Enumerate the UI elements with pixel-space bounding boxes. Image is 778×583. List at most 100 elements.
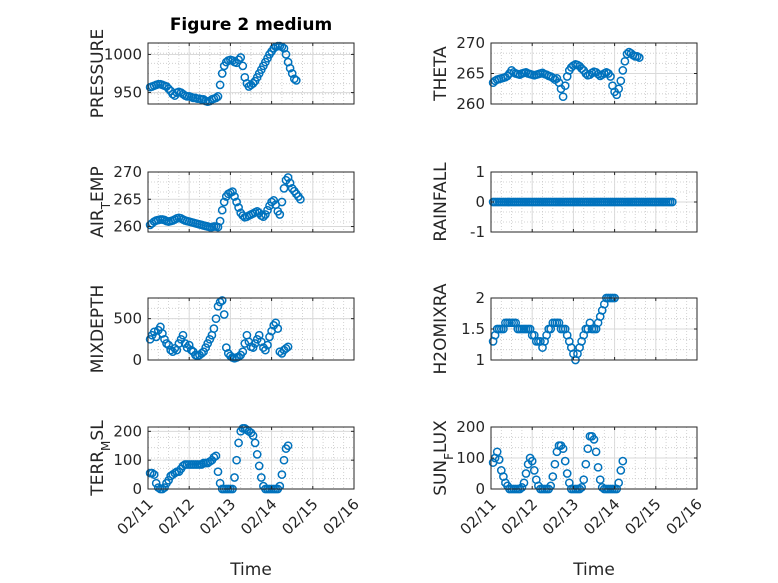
data-point — [213, 467, 223, 477]
data-point — [162, 339, 171, 348]
figure-title: Figure 2 medium — [170, 15, 332, 35]
data-point — [296, 194, 305, 204]
axes-box — [147, 171, 355, 233]
data-point — [201, 343, 211, 352]
data-point — [277, 197, 287, 207]
data-point — [492, 447, 502, 457]
data-point — [197, 349, 206, 358]
y-tick-label: 2 — [475, 289, 485, 307]
y-tick-label: 0 — [132, 351, 142, 369]
data-point — [589, 435, 599, 444]
data-point — [234, 55, 243, 65]
y-tick-label: 1000 — [104, 45, 142, 63]
data-point — [184, 340, 194, 350]
data-point — [618, 456, 628, 466]
data-point — [170, 468, 180, 478]
x-axis-label: Time — [229, 560, 272, 580]
data-point — [277, 470, 287, 479]
data-point — [149, 327, 159, 337]
data-point — [211, 451, 221, 461]
data-point — [281, 50, 291, 59]
data-point — [606, 72, 615, 81]
data-point — [560, 456, 570, 466]
data-point — [261, 210, 270, 219]
data-point — [166, 345, 176, 355]
data-point — [622, 49, 632, 59]
data-point — [519, 478, 529, 488]
data-point — [273, 324, 283, 333]
subplot-mixdepth: 0 500 MIXDEPTH — [88, 285, 355, 374]
y-tick-label: 260 — [456, 95, 485, 113]
axes-box — [147, 426, 355, 490]
data-point — [203, 339, 213, 348]
y-axis-label-suffix: EMP — [88, 166, 108, 202]
data-point — [219, 197, 229, 207]
data-point — [234, 203, 243, 212]
data-point — [160, 334, 169, 344]
y-axis-label: RAINFALL — [431, 162, 451, 242]
data-point — [217, 296, 227, 305]
data-point — [593, 69, 603, 79]
data-point — [521, 469, 531, 478]
data-point — [593, 462, 603, 472]
data-point — [285, 63, 295, 73]
data-point — [279, 184, 289, 193]
data-point — [494, 455, 504, 464]
data-point — [616, 466, 626, 475]
y-tick-label: -1 — [470, 223, 485, 241]
data-point — [217, 205, 227, 215]
data-point — [287, 69, 297, 78]
data-point — [558, 444, 568, 454]
data-point — [581, 69, 591, 78]
y-tick-label: 265 — [456, 65, 485, 83]
data-point — [197, 460, 206, 469]
data-point — [228, 187, 237, 196]
y-tick-label: 0 — [132, 480, 142, 498]
y-axis-label: PRESSURE — [88, 29, 108, 118]
data-point — [529, 466, 539, 475]
data-point — [667, 197, 677, 207]
y-tick-label: 270 — [113, 163, 142, 181]
data-point — [581, 459, 591, 469]
data-point — [281, 344, 291, 353]
data-point — [164, 84, 173, 94]
data-point — [180, 339, 190, 348]
y-tick-label: 1 — [475, 351, 485, 369]
data-point — [151, 478, 161, 488]
data-point — [577, 483, 586, 492]
data-point — [164, 475, 173, 485]
data-point — [616, 76, 626, 86]
y-tick-label: 0 — [475, 480, 485, 498]
data-point — [230, 473, 239, 482]
subplot-rainfall: -1 0 1 RAINFALL — [431, 162, 698, 242]
subplot-theta: 260 265 270 THETA — [431, 34, 698, 113]
data-point — [230, 192, 239, 201]
data-point — [275, 481, 285, 491]
y-tick-label: 100 — [113, 451, 142, 469]
data-point — [579, 475, 589, 485]
data-point — [236, 53, 246, 62]
data-point — [215, 216, 225, 226]
data-point — [178, 330, 188, 340]
data-point — [219, 310, 229, 319]
data-point — [248, 79, 258, 88]
y-axis-label-subscript: F — [442, 453, 456, 460]
data-point — [238, 211, 248, 220]
y-tick-label: 270 — [456, 34, 485, 52]
data-point — [583, 444, 593, 454]
data-point — [275, 210, 285, 219]
data-point — [550, 459, 560, 469]
data-point — [252, 450, 262, 459]
y-tick-label: 200 — [113, 422, 142, 440]
y-axis-label: THETA — [431, 46, 451, 102]
data-point — [174, 339, 184, 348]
data-point — [614, 478, 624, 488]
data-point — [291, 76, 301, 85]
data-point — [591, 447, 601, 457]
y-axis-label: MIXDEPTH — [88, 285, 108, 374]
data-point — [558, 92, 568, 102]
y-axis-label: H2OMIXRA — [431, 283, 451, 374]
